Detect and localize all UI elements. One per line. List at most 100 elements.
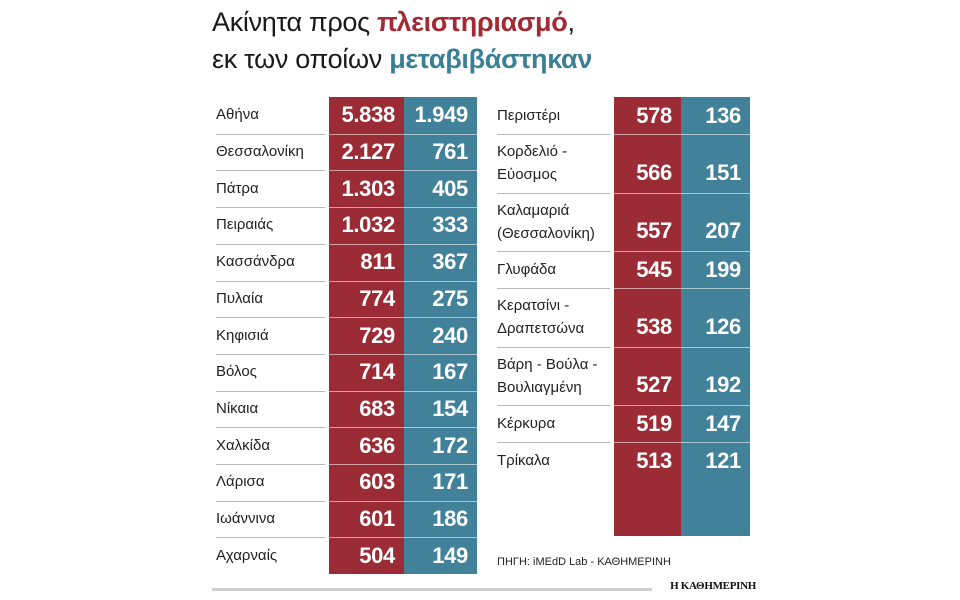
left_rows-transferred-value: 405 (432, 175, 468, 201)
left_rows-auction-value: 729 (359, 322, 395, 348)
right_rows-row-label: Τρίκαλα (497, 451, 550, 469)
right_rows-row-rule-cells (614, 134, 750, 135)
title-line-1: Ακίνητα προς πλειστηριασμό, (212, 4, 592, 41)
title-accent-auction: πλειστηριασμό (377, 7, 568, 37)
right_rows-transferred-column (681, 97, 750, 536)
left_rows-transferred-value: 186 (432, 506, 468, 532)
left_rows-row-label: Κασσάνδρα (216, 253, 295, 271)
right_rows-row-rule-cells (614, 192, 750, 194)
right_rows-auction-value: 566 (636, 159, 672, 185)
right_rows-row-label: Εύοσμος (497, 166, 558, 183)
right_rows-auction-value: 513 (636, 447, 672, 473)
left_rows-auction-column (329, 97, 404, 574)
right_rows-row-label: Γλυφάδα (497, 260, 557, 278)
left_rows-row-rule-cells (329, 317, 477, 319)
left_rows-row-rule-cells (329, 207, 477, 209)
left_rows-row-label: Πυλαία (216, 289, 263, 307)
left_rows-transferred-value: 154 (432, 395, 468, 421)
title-line-2: εκ των οποίων μεταβιβάστηκαν (212, 41, 592, 78)
left_rows-row-rule-cells (329, 427, 477, 429)
left_rows-transferred-value: 333 (432, 212, 468, 238)
left_rows-row-rule (216, 207, 325, 209)
right_rows-row-rule (497, 134, 610, 135)
left_rows-row-rule-cells (329, 464, 477, 465)
right_rows-row-label: (Θεσσαλονίκη) (497, 224, 595, 242)
right_rows-auction-value: 557 (636, 218, 672, 243)
right_rows-transferred-value: 147 (705, 410, 741, 436)
left_rows-transferred-value: 240 (432, 322, 468, 348)
left_rows-transferred-value: 1.949 (414, 102, 468, 128)
left_rows-row-label: Ιωάννινα (216, 510, 276, 528)
left_rows-row-label: Λάρισα (216, 473, 265, 491)
left_rows-row-rule-cells (329, 280, 477, 282)
title-line-1-suffix: , (567, 7, 575, 37)
title-accent-transferred: μεταβιβάστηκαν (389, 44, 593, 74)
right_rows-row-rule-cells (614, 288, 750, 289)
left_rows-auction-value: 636 (359, 432, 395, 458)
left_rows-transferred-value: 172 (432, 432, 468, 458)
left_rows-row-rule-cells (329, 537, 477, 539)
left_rows-row-rule (216, 500, 325, 502)
right_rows-row-rule (497, 442, 610, 443)
right_rows-transferred-value: 126 (705, 313, 741, 339)
left_rows-transferred-value: 761 (432, 139, 468, 165)
right_rows-row-rule-cells (614, 442, 750, 443)
right_rows-auction-value: 578 (636, 102, 672, 128)
right_rows-transferred-value: 121 (705, 447, 741, 473)
right_rows-row-label: Δραπετσώνα (497, 320, 585, 337)
left_rows-row-rule (216, 243, 325, 245)
right_rows-auction-value: 519 (636, 410, 672, 436)
right_rows-row-rule (497, 288, 610, 289)
left_rows-transferred-value: 171 (432, 469, 468, 495)
left_rows-auction-value: 683 (359, 395, 395, 421)
right_rows-row-label: Κέρκυρα (497, 414, 556, 432)
right_rows-row-rule (497, 192, 610, 194)
left_rows-row-rule (216, 280, 325, 282)
left_rows-row-rule-cells (329, 243, 477, 245)
left_rows-transferred-value: 275 (432, 285, 468, 311)
left_rows-transferred-value: 367 (432, 249, 468, 275)
left_rows-row-label: Κηφισιά (216, 326, 269, 344)
title-line-1-text: Ακίνητα προς (212, 7, 378, 37)
chart-title: Ακίνητα προς πλειστηριασμό, εκ των οποίω… (212, 4, 592, 78)
right_rows-row-label: Περιστέρι (497, 106, 561, 124)
left_rows-row-label: Βόλος (216, 363, 257, 381)
left_rows-auction-value: 1.032 (341, 212, 395, 238)
left_rows-row-label: Πάτρα (216, 179, 259, 197)
left_rows-auction-value: 714 (359, 359, 395, 385)
right_rows-row-label: Κορδελιό - (497, 143, 568, 160)
left_rows-row-rule-cells (329, 390, 477, 392)
right_rows-auction-value: 527 (636, 372, 672, 397)
right_rows-row-label: Κερατσίνι - (497, 297, 570, 314)
left_rows-transferred-value: 149 (432, 542, 468, 568)
left_rows-row-label: Αχαρναίς (216, 546, 278, 564)
right_rows-row-rule-cells (614, 251, 750, 252)
right_rows-transferred-value: 151 (705, 159, 741, 185)
left_rows-row-label: Χαλκίδα (216, 436, 271, 454)
left_rows-row-label: Νίκαια (216, 399, 259, 417)
footer-rule (212, 588, 752, 591)
right_rows-row-label: Βουλιαγμένη (497, 378, 582, 396)
left_rows-transferred-column (404, 97, 477, 574)
right_rows-row-rule (497, 346, 610, 348)
left_rows-row-rule (216, 390, 325, 392)
left_rows-auction-value: 504 (359, 542, 395, 568)
right_rows-auction-column (614, 97, 681, 536)
title-line-2-text: εκ των οποίων (212, 44, 390, 74)
left_rows-row-label: Αθήνα (216, 106, 259, 124)
brand-logo: Η ΚΑΘΗΜΕΡΙΝΗ (652, 580, 756, 596)
left_rows-row-rule-cells (329, 500, 477, 502)
left_rows-auction-value: 811 (360, 249, 395, 275)
left_rows-row-label: Θεσσαλονίκη (216, 143, 304, 161)
left_rows-row-rule (216, 170, 325, 172)
left_rows-row-rule (216, 133, 325, 135)
right_rows-row-rule (497, 251, 610, 252)
right_rows-row-label: Καλαμαριά (497, 201, 570, 219)
left_rows-auction-value: 603 (359, 469, 395, 495)
left_rows-row-rule (216, 353, 325, 355)
right_rows-transferred-value: 136 (705, 102, 741, 128)
left_rows-row-rule-cells (329, 353, 477, 355)
left_rows-row-rule (216, 464, 325, 465)
left_rows-row-rule-cells (329, 133, 477, 135)
right_rows-row-rule-cells (614, 405, 750, 406)
